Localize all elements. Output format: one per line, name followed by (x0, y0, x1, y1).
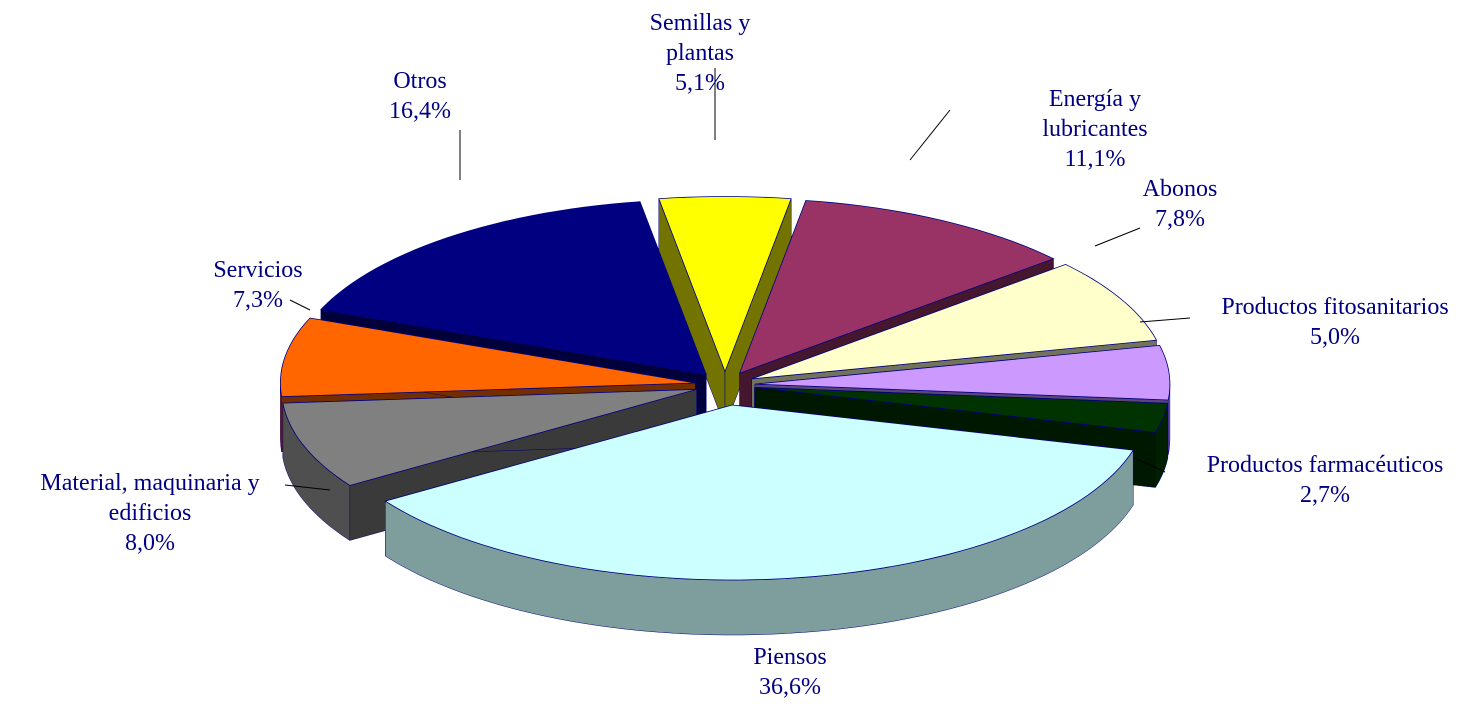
category-label: Abonos (1142, 176, 1218, 202)
leader-line (289, 299, 311, 311)
slice (751, 263, 1158, 380)
category-label: Semillas y plantas (649, 10, 751, 66)
slice (280, 317, 696, 398)
slice-label: Productos fitosanitarios 5,0% (1175, 292, 1481, 352)
value-label: 2,7% (1300, 482, 1350, 508)
slice-label: Piensos 36,6% (690, 642, 890, 702)
category-label: Servicios (213, 257, 303, 283)
leader-line (1094, 227, 1141, 247)
value-label: 36,6% (759, 674, 821, 700)
category-label: Material, maquinaria y edificios (40, 470, 260, 526)
leader-line (909, 109, 951, 161)
value-label: 7,3% (233, 287, 283, 313)
slice (282, 388, 697, 486)
slice-label: Semillas y plantas 5,1% (618, 8, 783, 98)
leader-line (1134, 457, 1166, 473)
category-label: Piensos (753, 644, 827, 670)
value-label: 5,1% (675, 70, 725, 96)
value-label: 8,0% (125, 530, 175, 556)
category-label: Energía y lubricantes (1042, 86, 1148, 142)
slice-label: Servicios 7,3% (183, 255, 333, 315)
slice (754, 344, 1171, 401)
value-label: 16,4% (389, 98, 451, 124)
slice (320, 201, 707, 375)
category-label: Otros (393, 68, 447, 94)
value-label: 7,8% (1155, 206, 1205, 232)
slice (738, 200, 1055, 374)
leader-line (284, 484, 331, 491)
slice-label: Abonos 7,8% (1115, 174, 1245, 234)
category-label: Productos farmacéuticos (1206, 452, 1444, 478)
slice (754, 386, 1169, 433)
slice (384, 404, 1134, 581)
category-label: Productos fitosanitarios (1221, 294, 1449, 320)
value-label: 11,1% (1064, 146, 1126, 172)
value-label: 5,0% (1310, 324, 1360, 350)
slice-label: Energía y lubricantes 11,1% (995, 84, 1195, 174)
leader-line (1139, 317, 1191, 323)
slice-label: Productos farmacéuticos 2,7% (1160, 450, 1481, 510)
slice (658, 196, 792, 373)
slice-label: Otros 16,4% (345, 66, 495, 126)
slice-label: Material, maquinaria y edificios 8,0% (5, 468, 295, 558)
